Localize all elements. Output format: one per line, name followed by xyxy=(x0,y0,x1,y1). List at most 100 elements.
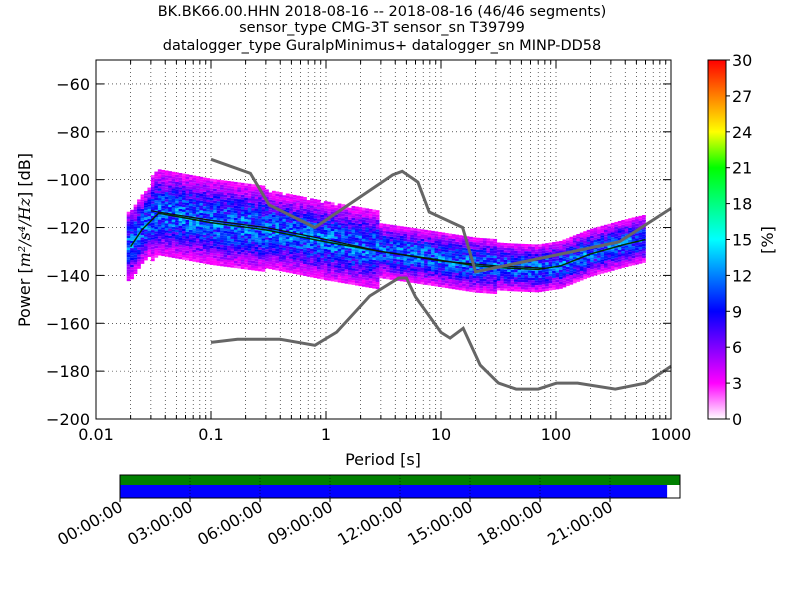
psd-heatmap-cell xyxy=(265,230,269,233)
psd-heatmap-cell xyxy=(289,208,294,211)
psd-heatmap-cell xyxy=(434,243,439,246)
psd-heatmap-cell xyxy=(334,234,338,237)
psd-heatmap-cell xyxy=(517,284,522,287)
psd-heatmap-cell xyxy=(275,227,280,230)
psd-heatmap-cell xyxy=(195,231,200,234)
psd-heatmap-cell xyxy=(586,272,591,276)
psd-heatmap-cell xyxy=(607,238,612,241)
psd-heatmap-cell xyxy=(555,277,560,280)
psd-heatmap-cell xyxy=(296,269,300,273)
psd-heatmap-cell xyxy=(614,250,619,254)
psd-heatmap-cell xyxy=(341,259,345,262)
psd-heatmap-cell xyxy=(368,280,373,284)
psd-heatmap-cell xyxy=(278,220,283,224)
psd-heatmap-cell xyxy=(486,238,491,241)
psd-heatmap-cell xyxy=(313,266,318,269)
psd-heatmap-cell xyxy=(386,274,390,277)
psd-heatmap-cell xyxy=(137,218,141,221)
psd-heatmap-cell xyxy=(358,252,363,256)
psd-heatmap-cell xyxy=(202,232,207,235)
psd-heatmap-cell xyxy=(182,233,186,236)
psd-heatmap-cell xyxy=(130,272,134,275)
psd-heatmap-cell xyxy=(144,217,148,220)
psd-heatmap-cell xyxy=(354,228,359,231)
psd-heatmap-cell xyxy=(354,259,359,262)
psd-heatmap-cell xyxy=(534,277,539,281)
psd-heatmap-cell xyxy=(296,262,300,266)
psd-heatmap-cell xyxy=(323,246,328,249)
psd-heatmap-cell xyxy=(545,264,549,268)
psd-heatmap-cell xyxy=(527,280,532,283)
psd-heatmap-cell xyxy=(278,213,283,217)
psd-heatmap-cell xyxy=(427,280,432,283)
psd-heatmap-cell xyxy=(130,209,134,213)
psd-heatmap-cell xyxy=(147,245,152,248)
psd-heatmap-cell xyxy=(278,194,283,197)
psd-heatmap-cell xyxy=(220,213,224,217)
psd-heatmap-cell xyxy=(424,265,428,269)
psd-heatmap-cell xyxy=(451,279,456,282)
psd-heatmap-cell xyxy=(327,213,332,217)
psd-heatmap-cell xyxy=(514,250,518,254)
psd-heatmap-cell xyxy=(130,255,134,258)
psd-heatmap-cell xyxy=(175,248,179,252)
psd-heatmap-cell xyxy=(292,245,297,248)
psd-heatmap-cell xyxy=(534,261,539,264)
psd-heatmap-cell xyxy=(520,284,525,287)
psd-heatmap-cell xyxy=(168,180,172,184)
psd-heatmap-cell xyxy=(455,249,460,252)
psd-heatmap-cell xyxy=(157,217,162,220)
psd-heatmap-cell xyxy=(289,234,294,238)
psd-heatmap-cell xyxy=(610,222,615,226)
psd-heatmap-cell xyxy=(413,261,418,265)
psd-heatmap-cell xyxy=(261,204,266,208)
psd-heatmap-cell xyxy=(178,196,183,200)
psd-heatmap-cell xyxy=(569,243,574,247)
psd-heatmap-cell xyxy=(431,259,435,262)
colorbar-tick-label: 24 xyxy=(732,123,752,142)
psd-heatmap-cell xyxy=(261,223,266,227)
psd-heatmap-cell xyxy=(244,255,249,258)
psd-heatmap-cell xyxy=(368,220,373,224)
psd-heatmap-cell xyxy=(386,255,390,258)
psd-heatmap-cell xyxy=(296,233,300,237)
psd-heatmap-cell xyxy=(216,244,221,247)
psd-heatmap-cell xyxy=(216,189,221,192)
psd-heatmap-cell xyxy=(524,277,529,280)
psd-heatmap-cell xyxy=(375,260,380,263)
psd-heatmap-cell xyxy=(583,240,587,244)
psd-heatmap-cell xyxy=(520,263,525,266)
psd-heatmap-cell xyxy=(254,206,259,209)
psd-heatmap-cell xyxy=(316,259,321,262)
psd-heatmap-cell xyxy=(393,268,397,271)
psd-heatmap-cell xyxy=(316,250,321,253)
psd-heatmap-cell xyxy=(133,218,138,222)
psd-heatmap-cell xyxy=(182,183,186,186)
psd-heatmap-cell xyxy=(631,224,636,228)
psd-heatmap-cell xyxy=(271,190,276,194)
psd-heatmap-cell xyxy=(254,220,259,223)
psd-heatmap-cell xyxy=(133,235,138,239)
psd-heatmap-cell xyxy=(358,219,363,222)
psd-heatmap-cell xyxy=(233,198,238,202)
psd-heatmap-cell xyxy=(130,214,134,217)
psd-heatmap-cell xyxy=(413,266,418,269)
psd-heatmap-cell xyxy=(303,196,307,200)
psd-heatmap-cell xyxy=(348,214,352,218)
psd-heatmap-cell xyxy=(424,272,428,276)
psd-heatmap-cell xyxy=(244,183,249,186)
psd-heatmap-cell xyxy=(555,246,560,249)
psd-heatmap-cell xyxy=(386,231,390,234)
psd-heatmap-cell xyxy=(168,221,172,224)
psd-heatmap-cell xyxy=(144,243,148,247)
psd-heatmap-cell xyxy=(621,222,626,225)
psd-heatmap-cell xyxy=(410,227,415,231)
psd-heatmap-cell xyxy=(254,222,259,226)
psd-heatmap-cell xyxy=(133,242,138,246)
psd-heatmap-cell xyxy=(258,213,262,217)
psd-heatmap-cell xyxy=(572,266,577,269)
psd-heatmap-cell xyxy=(161,205,166,209)
psd-heatmap-cell xyxy=(351,210,356,214)
psd-heatmap-cell xyxy=(396,273,401,277)
psd-heatmap-cell xyxy=(441,242,446,245)
